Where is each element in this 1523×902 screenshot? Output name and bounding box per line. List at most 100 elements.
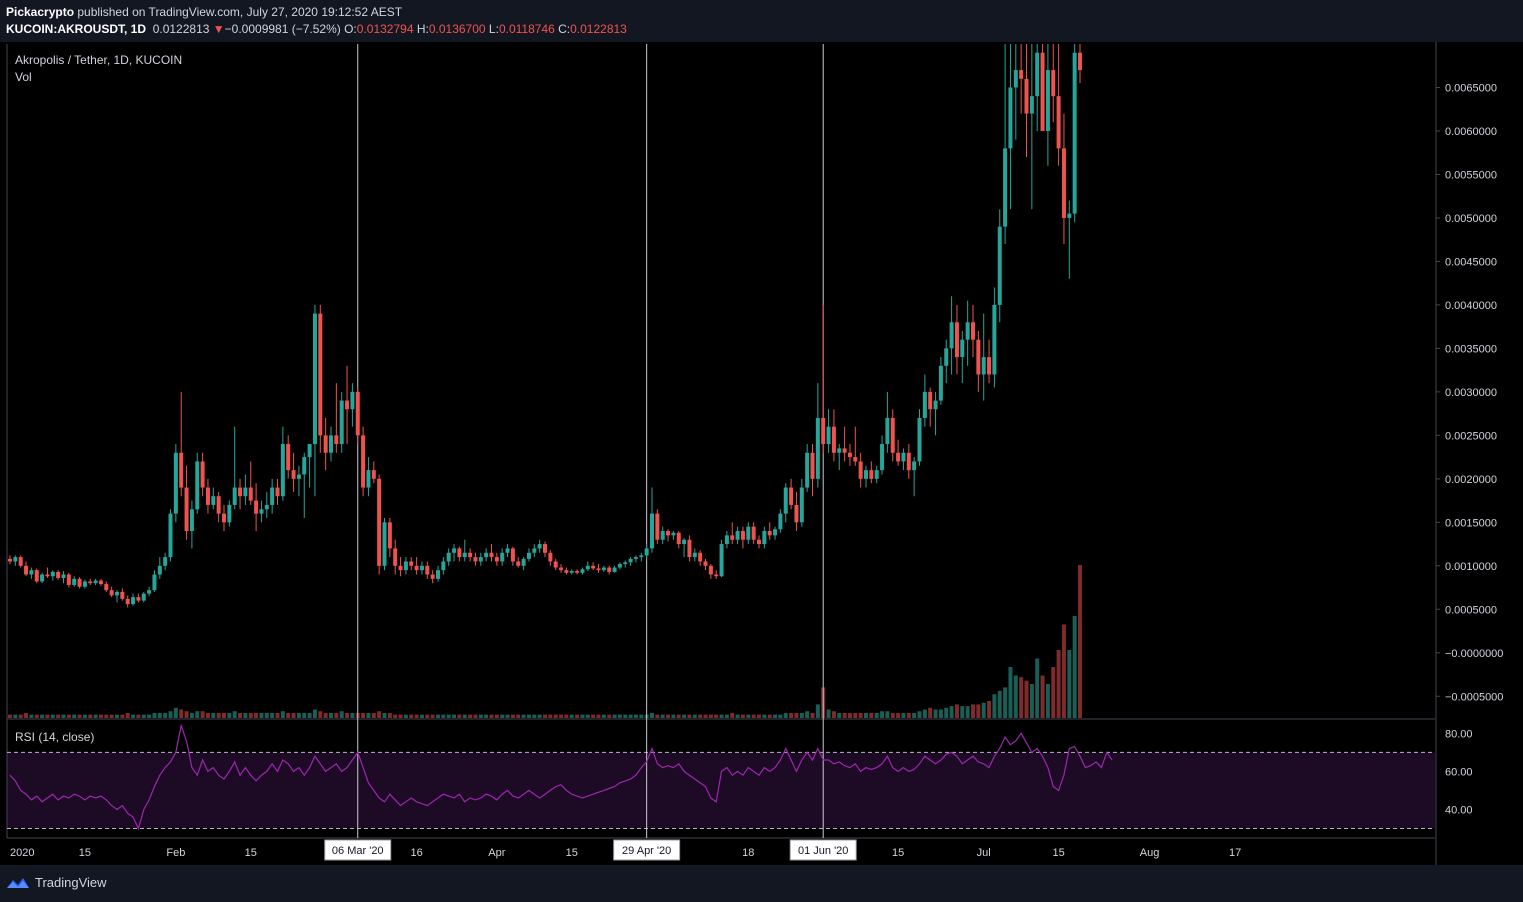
crosshair-date-label: 06 Mar '20 (332, 845, 384, 857)
volume-bar (387, 712, 392, 718)
candle-body (864, 470, 868, 479)
candle-body (831, 426, 836, 453)
volume-bar (842, 712, 847, 718)
volume-bar (291, 712, 296, 718)
candle-body (1078, 52, 1082, 71)
volume-bar (639, 714, 644, 718)
price-axis-tick: 0.0055000 (1445, 169, 1497, 181)
volume-legend[interactable]: Vol (15, 70, 32, 84)
publisher-name[interactable]: Pickacrypto (6, 5, 75, 19)
price-axis-tick: 0.0005000 (1445, 604, 1497, 616)
volume-bar (366, 712, 371, 718)
candle-body (173, 452, 178, 514)
tradingview-logo[interactable]: TradingView (6, 875, 107, 890)
volume-bar (441, 714, 446, 718)
volume-bar (168, 711, 173, 718)
candle-body (1051, 70, 1056, 97)
published-text: published on TradingView.com, July 27, 2… (74, 5, 403, 19)
volume-bar (976, 704, 981, 718)
volume-bar (724, 714, 729, 718)
candle-body (543, 544, 547, 553)
volume-bar (922, 709, 927, 718)
candle-body (633, 557, 638, 559)
volume-bar (286, 712, 291, 718)
volume-bar (361, 712, 366, 718)
candle-body (1008, 87, 1013, 149)
volume-bar (601, 714, 606, 718)
volume-bar (949, 706, 954, 718)
volume-bar (457, 714, 462, 718)
candle-body (885, 417, 890, 445)
volume-bar (537, 714, 542, 718)
candle-body (238, 487, 243, 497)
volume-bar (329, 712, 333, 718)
volume-bar (131, 714, 136, 718)
candle-body (671, 532, 676, 536)
chart-area[interactable]: 0.0065000 0.0060000 0.0055000 0.0050000 0.00… (0, 42, 1523, 865)
candle-body (853, 457, 858, 462)
volume-bar (596, 714, 601, 718)
candle-body (1061, 148, 1066, 218)
candle-body (869, 470, 874, 479)
candle-body (933, 400, 938, 410)
candle-body (18, 557, 23, 566)
volume-bar (296, 712, 301, 718)
volume-bar (633, 714, 638, 718)
volume-bar (425, 714, 430, 718)
volume-bar (157, 712, 162, 718)
candle-body (387, 522, 392, 549)
publish-bar: Pickacrypto published on TradingView.com… (0, 0, 1523, 42)
candle-body (601, 567, 606, 571)
candle-body (730, 535, 735, 540)
candle-body (345, 400, 350, 410)
candle-body (901, 452, 906, 462)
price-axis-tick: 0.0065000 (1445, 82, 1497, 94)
candle-body (826, 426, 831, 445)
main-series-legend[interactable]: Akropolis / Tether, 1D, KUCOIN (15, 53, 183, 67)
candle-body (1056, 96, 1061, 149)
volume-bar (612, 714, 617, 718)
candle-body (318, 313, 323, 436)
candle-body (912, 461, 917, 471)
time-axis-tick: Aug (1140, 847, 1160, 859)
candle-body (1045, 70, 1050, 131)
volume-bar (965, 706, 970, 718)
volume-bar (869, 712, 874, 718)
candle-body (607, 567, 612, 572)
volume-bar (120, 714, 125, 718)
volume-bar (837, 712, 842, 718)
volume-bar (125, 712, 130, 718)
crosshair-date-box (789, 839, 857, 861)
candle-body (655, 513, 660, 540)
candle-body (264, 504, 269, 510)
candle-body (997, 226, 1002, 305)
candle-body (425, 565, 430, 575)
volume-bar (1051, 667, 1056, 718)
price-axis-tick: 0.0015000 (1445, 517, 1497, 529)
price-chart-svg[interactable]: 0.0065000 0.0060000 0.0055000 0.0050000 0.00… (0, 42, 1523, 865)
volume-bar (698, 714, 703, 718)
candle-body (944, 348, 949, 366)
candle-body (414, 565, 419, 571)
candle-body (746, 526, 751, 540)
candle-body (452, 548, 457, 553)
volume-bar (72, 714, 77, 718)
volume-bar (211, 712, 216, 718)
volume-bar (987, 701, 992, 718)
candle-body (72, 578, 77, 585)
candle-body (24, 565, 29, 575)
rsi-legend[interactable]: RSI (14, close) (15, 730, 95, 744)
candle-body (152, 574, 157, 591)
candle-body (1024, 78, 1029, 114)
volume-bar (430, 714, 435, 718)
candle-body (34, 570, 39, 582)
volume-bar (24, 712, 29, 718)
candle-body (569, 571, 574, 573)
candle-body (254, 500, 259, 514)
rsi-axis-tick: 80.00 (1445, 728, 1473, 740)
candle-body (489, 552, 494, 558)
candle-body (778, 513, 783, 530)
volume-bar (628, 714, 633, 718)
volume-bar (227, 712, 232, 718)
volume-bar (136, 714, 141, 718)
